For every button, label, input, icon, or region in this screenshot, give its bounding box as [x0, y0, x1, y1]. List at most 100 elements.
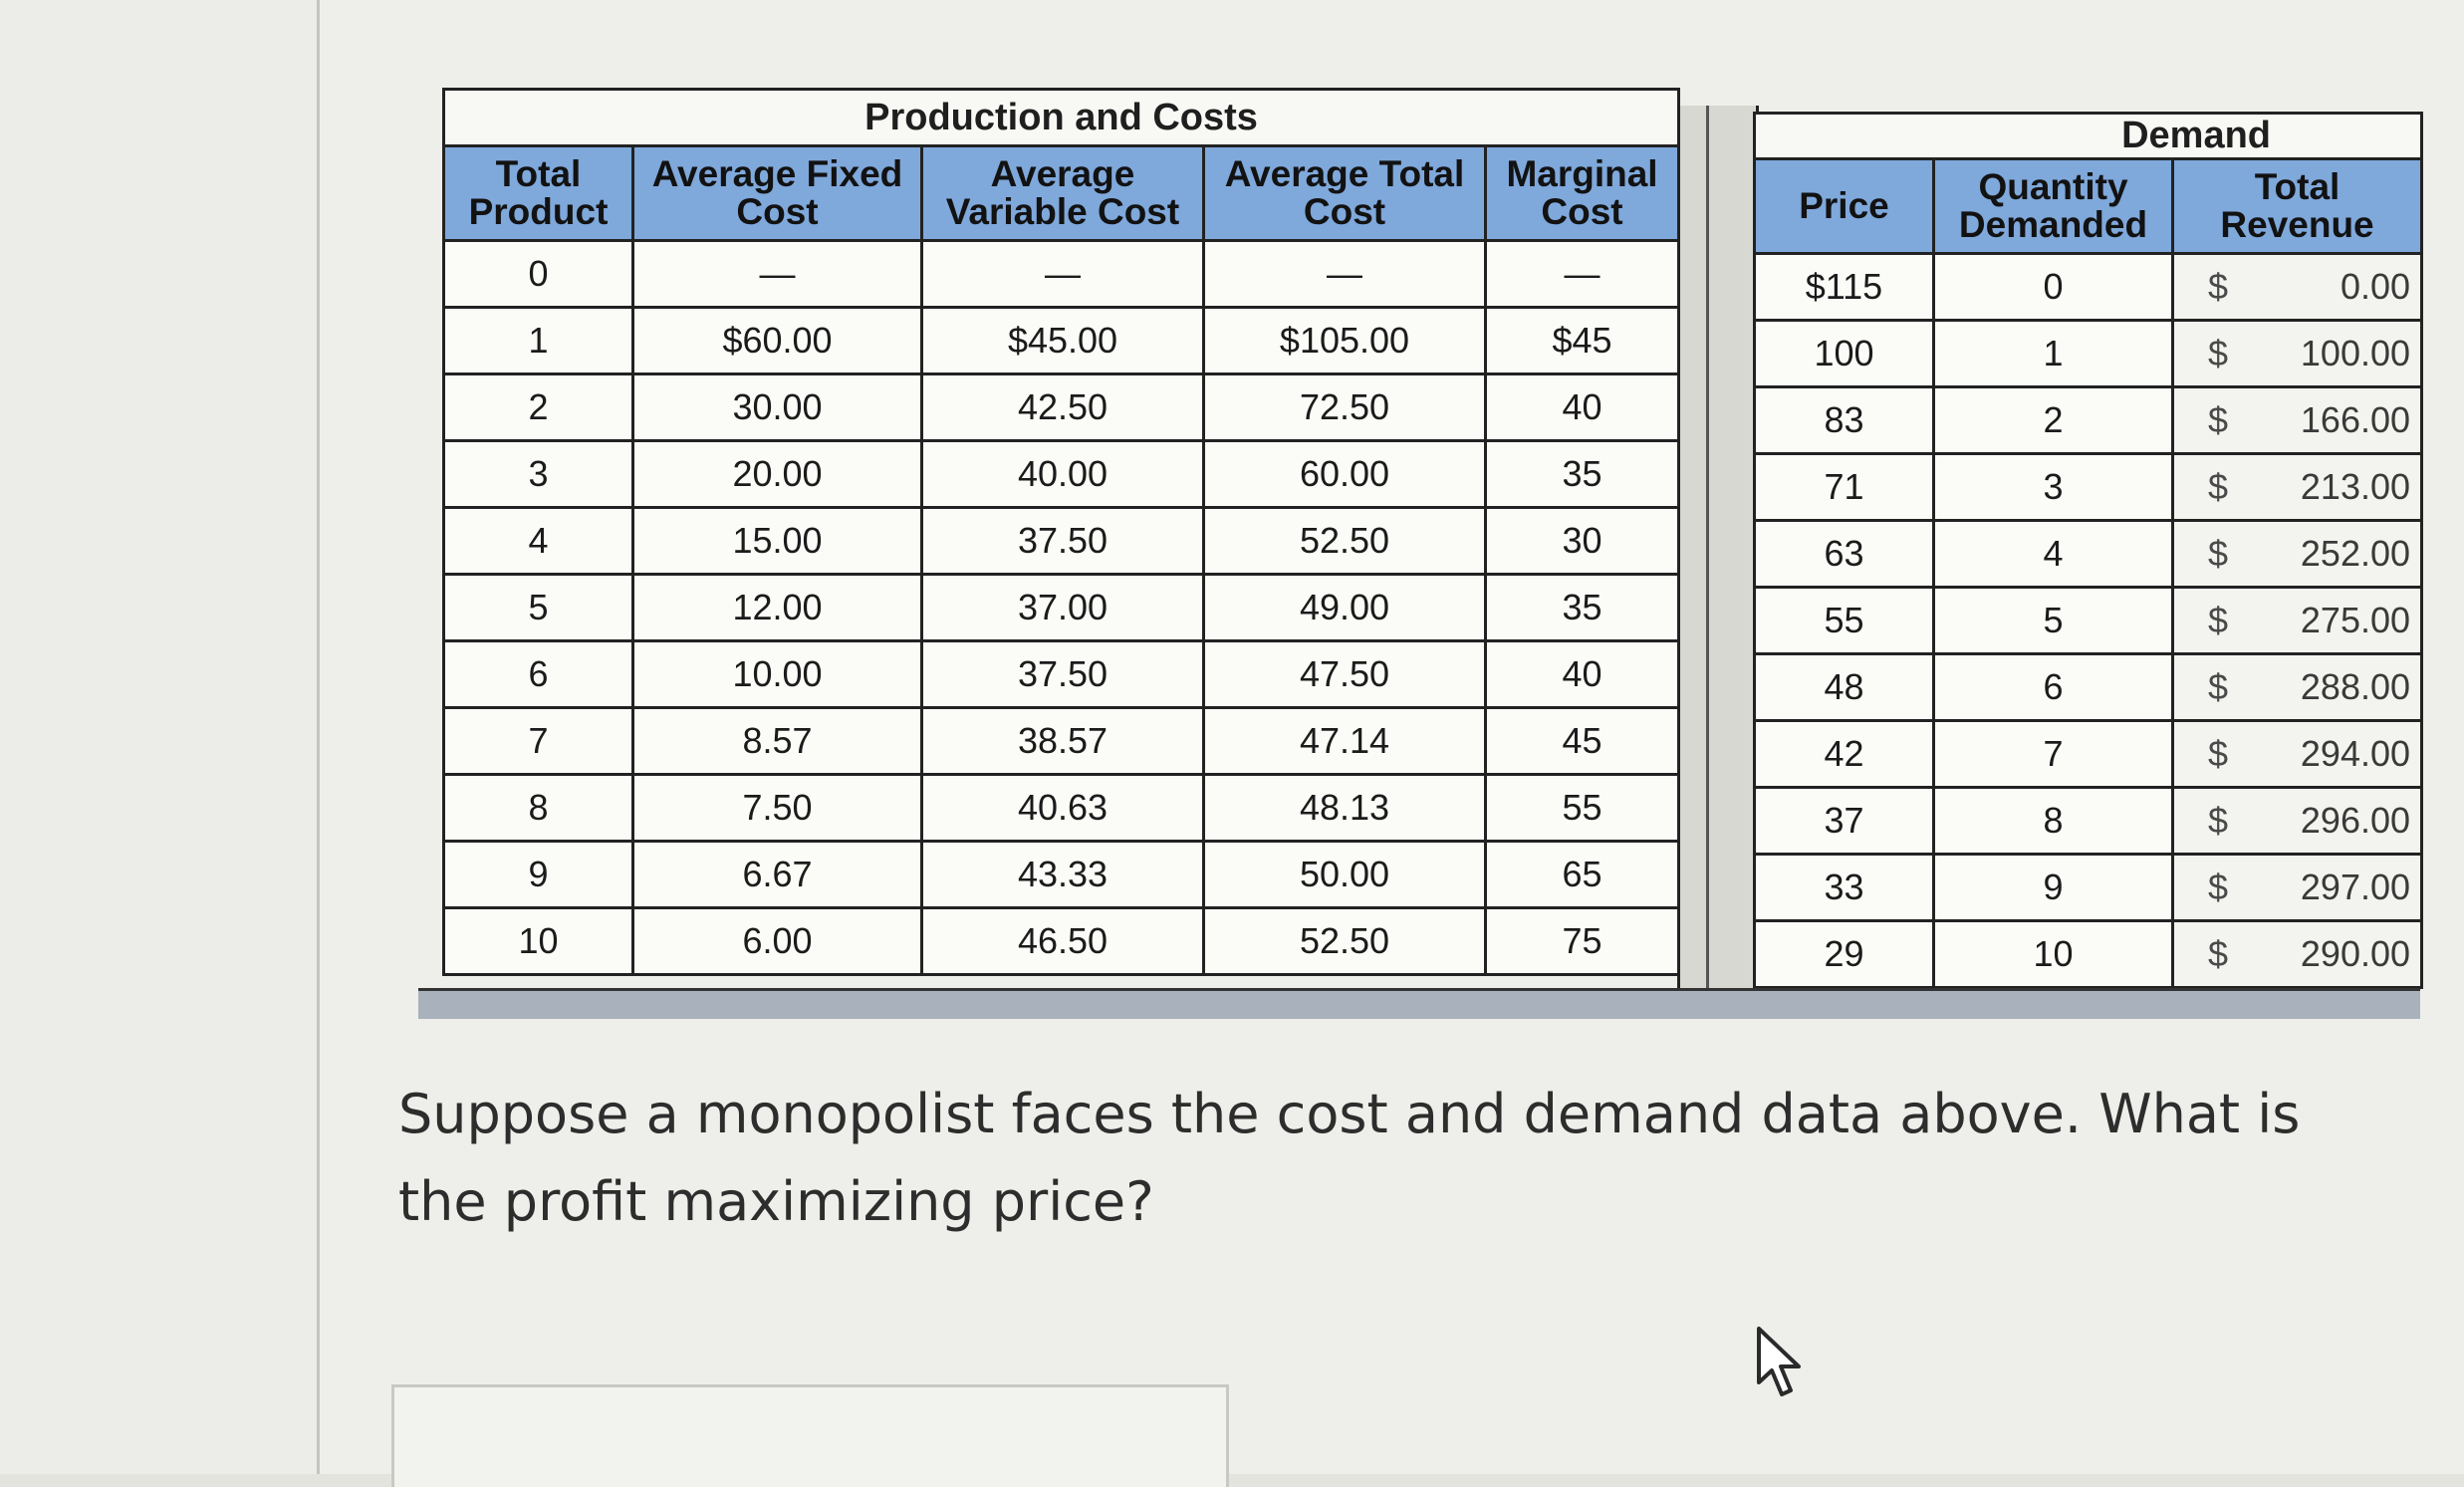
answer-input[interactable]: [391, 1384, 1229, 1487]
cost-cell: 42.50: [920, 372, 1205, 442]
total-revenue-value: 252.00: [2300, 533, 2411, 574]
cost-cell: 38.57: [920, 706, 1205, 776]
cost-cell: 45: [1483, 706, 1681, 776]
demand-table-row: $115 0 $0.00: [1753, 252, 2424, 322]
cost-cell: 50.00: [1202, 840, 1487, 909]
cost-cell: 47.50: [1202, 639, 1487, 709]
total-revenue-cell: $294.00: [2170, 719, 2424, 789]
cost-cell: 2: [442, 372, 634, 442]
table-separator: [1677, 106, 1759, 1012]
question-text: Suppose a monopolist faces the cost and …: [398, 1083, 2301, 1233]
cost-table-row: 3 20.00 40.00 60.00 35: [442, 439, 1681, 509]
cost-cell: 40: [1483, 639, 1681, 709]
cost-cell: 40.00: [920, 439, 1205, 509]
total-revenue-cell: $166.00: [2170, 385, 2424, 455]
cost-cell: 8: [442, 773, 634, 843]
cost-table-row: 5 12.00 37.00 49.00 35: [442, 573, 1681, 642]
demand-table: Demand Price Quantity Demanded Total Reven…: [1752, 112, 2424, 989]
demand-header-cell: Total Revenue: [2170, 157, 2424, 255]
quantity-cell: 3: [1932, 452, 2174, 522]
cost-cell: 37.50: [920, 639, 1205, 709]
cost-table-row: 7 8.57 38.57 47.14 45: [442, 706, 1681, 776]
cost-cell: 65: [1483, 840, 1681, 909]
cost-table-row: 2 30.00 42.50 72.50 40: [442, 372, 1681, 442]
cost-cell: 12.00: [631, 573, 923, 642]
cost-header-cell: Marginal Cost: [1483, 144, 1681, 242]
quantity-cell: 6: [1932, 652, 2174, 722]
cost-cell: 4: [442, 506, 634, 576]
total-revenue-cell: $100.00: [2170, 319, 2424, 388]
quantity-cell: 10: [1932, 919, 2174, 989]
cost-cell: 20.00: [631, 439, 923, 509]
dollar-sign: $: [2208, 800, 2229, 841]
price-cell: 71: [1753, 452, 1935, 522]
cost-table-row: 0— — — —: [442, 239, 1681, 309]
cost-cell: $45.00: [920, 306, 1205, 375]
demand-header-cell: Quantity Demanded: [1932, 157, 2174, 255]
cost-cell: 43.33: [920, 840, 1205, 909]
cost-cell: 6: [442, 639, 634, 709]
left-margin: [0, 0, 320, 1474]
cost-table-row: 1 $60.00 $45.00 $105.00 $45: [442, 306, 1681, 375]
quantity-cell: 5: [1932, 586, 2174, 655]
cost-header-cell: Average Total Cost: [1202, 144, 1487, 242]
dollar-sign: $: [2208, 867, 2229, 907]
total-revenue-value: 288.00: [2300, 666, 2411, 707]
cost-cell: —: [1483, 239, 1681, 309]
price-cell: 37: [1753, 786, 1935, 856]
cost-cell: 35: [1483, 439, 1681, 509]
cost-header-cell: Average Fixed Cost: [631, 144, 923, 242]
cost-cell: 55: [1483, 773, 1681, 843]
demand-table-row: 33 9 $297.00: [1753, 853, 2424, 922]
cost-cell: 35: [1483, 573, 1681, 642]
cost-header-cell: Average Variable Cost: [920, 144, 1205, 242]
total-revenue-cell: $213.00: [2170, 452, 2424, 522]
quantity-cell: 9: [1932, 853, 2174, 922]
price-cell: 100: [1753, 319, 1935, 388]
dollar-sign: $: [2208, 266, 2229, 307]
price-cell: 83: [1753, 385, 1935, 455]
cost-cell: 15.00: [631, 506, 923, 576]
cost-header-cell: Total Product: [442, 144, 634, 242]
cost-cell: —: [920, 239, 1205, 309]
price-cell: $115: [1753, 252, 1935, 322]
dollar-sign: $: [2208, 466, 2229, 507]
demand-table-row: 48 6 $288.00: [1753, 652, 2424, 722]
cost-cell: 3: [442, 439, 634, 509]
mouse-pointer-icon: [1757, 1327, 1801, 1396]
price-cell: 55: [1753, 586, 1935, 655]
quantity-cell: 7: [1932, 719, 2174, 789]
cost-cell: 8.57: [631, 706, 923, 776]
production-costs-title: Production and Costs: [441, 88, 1681, 146]
cost-cell: 40.63: [920, 773, 1205, 843]
quantity-cell: 2: [1932, 385, 2174, 455]
total-revenue-cell: $0.00: [2170, 252, 2424, 322]
cost-cell: 40: [1483, 372, 1681, 442]
cost-cell: —: [631, 239, 923, 309]
cost-cell: $105.00: [1202, 306, 1487, 375]
total-revenue-cell: $275.00: [2170, 586, 2424, 655]
total-revenue-value: 296.00: [2300, 800, 2411, 841]
cost-cell: $45: [1483, 306, 1681, 375]
cost-cell: —: [1202, 239, 1487, 309]
total-revenue-cell: $297.00: [2170, 853, 2424, 922]
cost-cell: 7.50: [631, 773, 923, 843]
demand-title: Demand: [1752, 112, 2424, 159]
total-revenue-value: 290.00: [2300, 933, 2411, 974]
total-revenue-cell: $290.00: [2170, 919, 2424, 989]
cost-table-row: 10 6.00 46.50 52.50 75: [442, 906, 1681, 976]
cost-cell: 48.13: [1202, 773, 1487, 843]
dollar-sign: $: [2208, 533, 2229, 574]
cost-cell: 0: [442, 239, 634, 309]
cost-cell: 47.14: [1202, 706, 1487, 776]
demand-table-row: 29 10 $290.00: [1753, 919, 2424, 989]
cost-cell: 72.50: [1202, 372, 1487, 442]
total-revenue-value: 166.00: [2300, 399, 2411, 440]
cost-cell: 10: [442, 906, 634, 976]
demand-table-row: 63 4 $252.00: [1753, 519, 2424, 589]
cost-cell: 49.00: [1202, 573, 1487, 642]
total-revenue-value: 100.00: [2300, 333, 2411, 373]
demand-table-row: 37 8 $296.00: [1753, 786, 2424, 856]
cost-cell: 10.00: [631, 639, 923, 709]
total-revenue-cell: $296.00: [2170, 786, 2424, 856]
